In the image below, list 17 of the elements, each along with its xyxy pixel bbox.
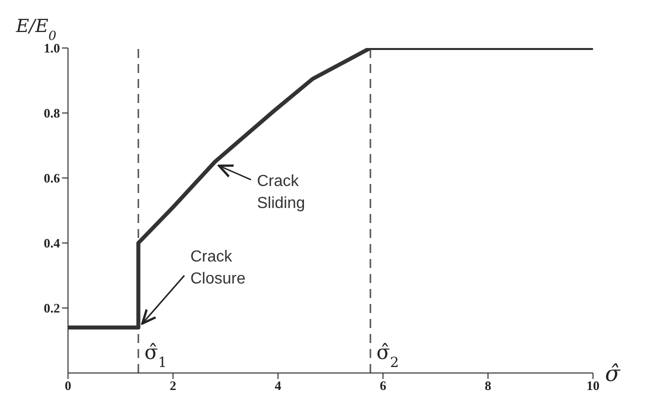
y-tick-label: 0.2	[44, 300, 60, 316]
y-tick-label: 0.6	[44, 170, 60, 186]
x-tick-label: 4	[274, 378, 282, 394]
x-tick-label: 6	[380, 378, 387, 394]
x-tick-label: 0	[64, 378, 72, 394]
x-tick-label: 8	[484, 378, 492, 394]
ref-line-label: σ̂$_{2}$	[376, 340, 399, 371]
annotation: Crack Closure	[190, 248, 246, 288]
x-tick-label: 2	[170, 378, 176, 394]
ref-line-label: σ̂$_{1}$	[144, 340, 167, 371]
y-tick-label: 1.0	[44, 40, 60, 56]
y-tick-label: 0.4	[44, 236, 60, 251]
y-axis-title: E/E$_{0}$	[15, 16, 56, 42]
x-axis-title: σ̂	[605, 362, 621, 387]
y-tick-label: 0.8	[44, 106, 60, 121]
annotation: Crack Sliding	[257, 172, 306, 212]
x-tick-label: 10	[586, 378, 600, 394]
